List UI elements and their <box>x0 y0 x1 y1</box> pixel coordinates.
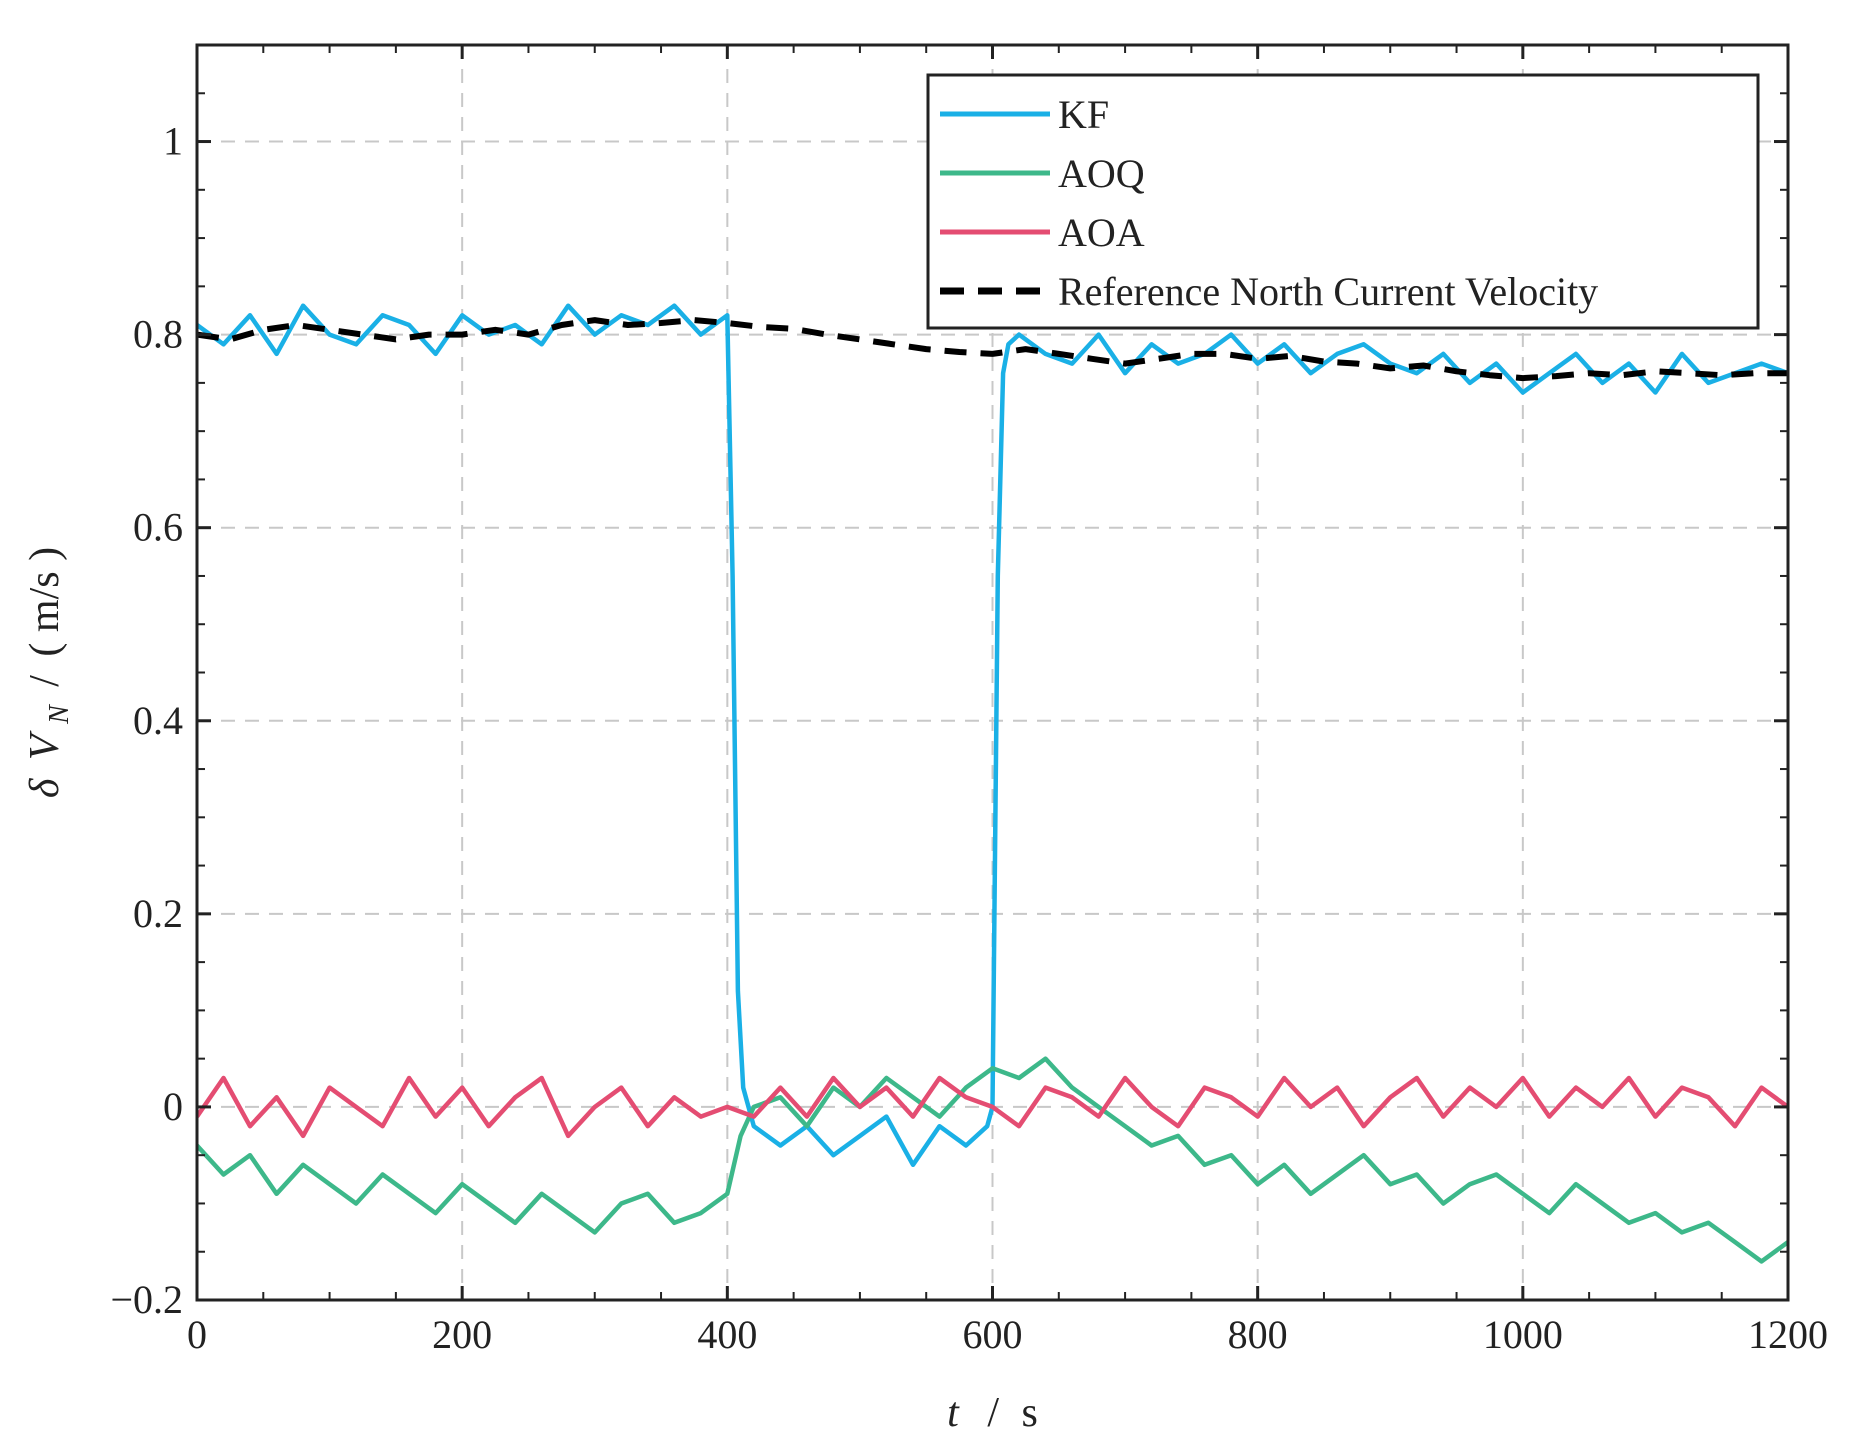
y-axis-delta: δ <box>22 777 68 798</box>
legend-label-reference-north-current-velocity: Reference North Current Velocity <box>1058 269 1598 314</box>
y-axis-sub: N <box>44 704 75 725</box>
x-axis-title: t / s <box>947 1390 1038 1436</box>
x-tick-label: 1200 <box>1748 1312 1828 1357</box>
series-line-reference-north-current-velocity <box>197 317 1788 382</box>
grid <box>197 45 1788 1300</box>
x-tick-label: 200 <box>432 1312 492 1357</box>
x-axis-unit: s <box>1021 1390 1037 1436</box>
axis-tick-labels: 0 200 400 600 800 1000 1200−0.200.20.40.60.81 <box>110 119 1828 1357</box>
x-axis-sep: / <box>987 1390 999 1436</box>
y-tick-label: 0.4 <box>133 698 183 743</box>
x-tick-label: 600 <box>963 1312 1023 1357</box>
legend-label-aoq: AOQ <box>1058 151 1145 196</box>
y-axis-title: δ V N / ( m/s ) <box>22 547 78 798</box>
y-tick-label: 0 <box>163 1084 183 1129</box>
y-tick-label: 0.2 <box>133 891 183 936</box>
y-tick-label: 0.6 <box>133 505 183 550</box>
legend-label-aoa: AOA <box>1058 210 1145 255</box>
series-line-aoq <box>197 1056 1788 1264</box>
y-tick-label: 1 <box>163 119 183 164</box>
series-line-aoa <box>197 1075 1788 1139</box>
plot-series-group <box>197 303 1788 1264</box>
legend-label-kf: KF <box>1058 92 1109 137</box>
x-tick-label: 0 <box>187 1312 207 1357</box>
legend: KF AOQ AOA Reference North Current Velocity <box>926 73 1760 330</box>
y-axis-unit: ( m/s ) <box>22 547 68 657</box>
y-tick-label: 0.8 <box>133 312 183 357</box>
x-tick-label: 1000 <box>1483 1312 1563 1357</box>
x-tick-label: 400 <box>697 1312 757 1357</box>
y-tick-label: −0.2 <box>110 1277 183 1322</box>
legend-box <box>926 73 1760 330</box>
x-tick-label: 800 <box>1228 1312 1288 1357</box>
axis-ticks <box>195 44 1790 1302</box>
x-axis-var: t <box>947 1390 960 1436</box>
y-axis-sep: / <box>22 675 68 687</box>
y-axis-var: V <box>22 730 68 760</box>
